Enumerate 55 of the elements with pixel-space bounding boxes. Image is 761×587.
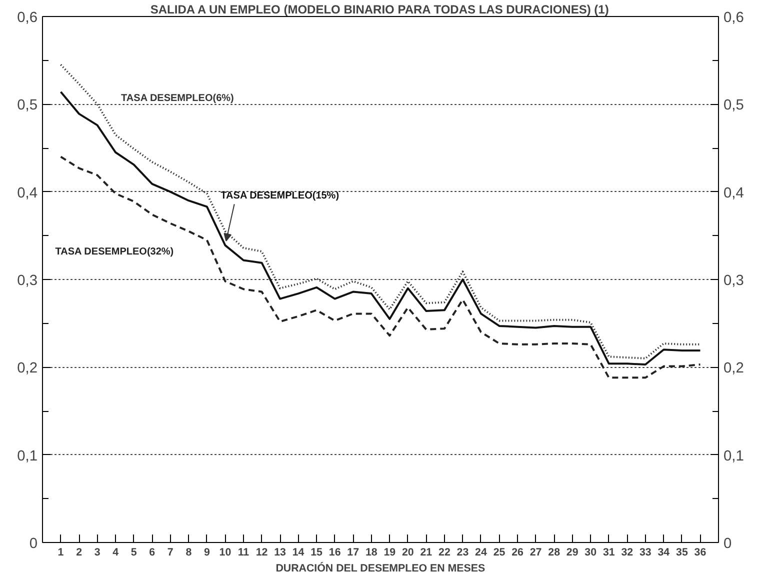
y2-tick-label: 0,5	[724, 98, 744, 114]
x-tick-label: 35	[676, 546, 688, 558]
y2-tick-label: 0,6	[724, 10, 744, 26]
x-tick-label: 4	[112, 546, 119, 558]
x-tick-label: 27	[530, 546, 542, 558]
x-tick-label: 2	[76, 546, 82, 558]
x-tick-label: 18	[365, 546, 378, 558]
x-tick-label: 7	[167, 546, 174, 558]
x-tick-label: 33	[639, 546, 652, 558]
x-tick-label: 36	[694, 546, 706, 558]
x-tick-label: 20	[402, 546, 414, 558]
y-tick-label: 0,5	[17, 98, 38, 114]
series-label: TASA DESEMPLEO(15%)	[220, 190, 340, 202]
x-tick-label: 10	[219, 546, 232, 558]
y2-tick-label: 0,4	[724, 185, 744, 202]
x-tick-label: 25	[493, 546, 506, 558]
x-tick-label: 8	[186, 546, 192, 558]
x-tick-label: 11	[238, 546, 250, 558]
x-tick-label: 16	[328, 546, 341, 558]
x-tick-label: 26	[512, 546, 524, 558]
x-tick-label: 23	[456, 546, 469, 558]
y2-tick-label: 0,3	[724, 273, 744, 289]
series-label: TASA DESEMPLEO(32%)	[55, 246, 174, 258]
chart-title: SALIDA A UN EMPLEO (MODELO BINARIO PARA TODAS LAS DURACIONES) (1)	[150, 2, 609, 16]
y-tick-label: 0,2	[17, 360, 38, 377]
y-tick-label: 0,4	[17, 185, 38, 202]
x-tick-label: 12	[256, 546, 268, 558]
x-tick-label: 15	[310, 546, 323, 558]
x-tick-label: 30	[584, 546, 597, 558]
y-tick-label: 0,6	[17, 10, 38, 26]
x-tick-label: 5	[130, 546, 137, 558]
y-tick-label: 0	[29, 536, 38, 552]
x-tick-label: 31	[602, 546, 615, 558]
x-axis-title: DURACIÓN DEL DESEMPLEO EN MESES	[276, 562, 486, 574]
x-tick-label: 34	[658, 546, 670, 558]
x-tick-label: 21	[420, 546, 432, 558]
y2-tick-label: 0,2	[724, 360, 744, 377]
x-tick-label: 14	[292, 546, 304, 558]
x-tick-label: 3	[94, 546, 100, 558]
y-tick-label: 0,3	[17, 273, 38, 289]
x-tick-label: 22	[438, 546, 450, 558]
y2-tick-label: 0	[724, 536, 732, 552]
x-tick-label: 9	[204, 546, 210, 558]
x-tick-label: 19	[384, 546, 396, 558]
y2-tick-label: 0,1	[724, 448, 744, 464]
x-tick-label: 24	[475, 546, 487, 558]
text: TASA DESEMPLEO(6%)	[121, 93, 234, 104]
x-tick-label: 28	[548, 546, 560, 558]
x-tick-label: 6	[149, 546, 156, 558]
y-tick-label: 0,1	[17, 448, 38, 464]
x-tick-label: 13	[274, 546, 286, 558]
x-tick-label: 1	[58, 546, 64, 558]
x-tick-label: 29	[566, 546, 578, 558]
x-tick-label: 32	[621, 546, 634, 558]
x-tick-label: 17	[347, 546, 360, 558]
